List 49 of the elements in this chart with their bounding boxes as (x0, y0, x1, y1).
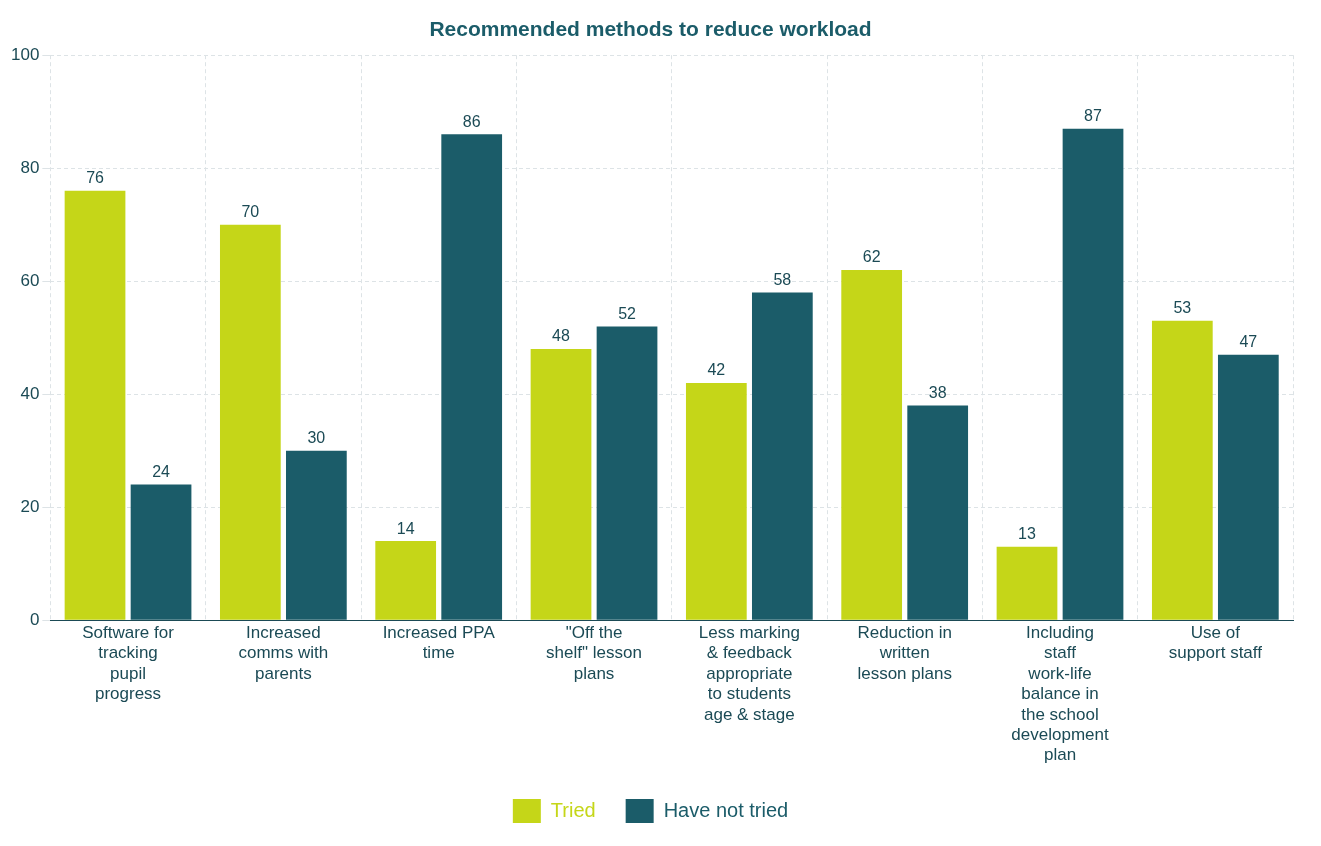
data-label: 47 (1239, 333, 1258, 351)
data-label: 86 (462, 112, 481, 130)
x-tick-label: Less marking & feedback appropriate to students age & stage (698, 623, 800, 724)
bar (375, 541, 437, 620)
data-label: 87 (1084, 107, 1103, 125)
data-label: 30 (307, 429, 326, 447)
bar (751, 292, 813, 620)
data-label: 58 (773, 270, 792, 288)
data-label: 48 (552, 327, 571, 345)
data-label: 70 (241, 203, 260, 221)
bar (1062, 128, 1124, 620)
bar (1151, 320, 1213, 620)
bar (996, 546, 1058, 620)
bar (685, 382, 747, 620)
data-label: 62 (862, 248, 881, 266)
data-label: 52 (618, 304, 637, 322)
data-label: 14 (396, 519, 415, 537)
data-label: 53 (1173, 299, 1192, 317)
data-label: 42 (707, 361, 726, 379)
bar (596, 326, 658, 620)
x-tick-label: Increased PPA time (382, 623, 496, 663)
x-tick-label: Reduction in written lesson plans (857, 623, 952, 683)
legend-label: Tried (550, 798, 596, 821)
y-tick-label: 60 (20, 270, 40, 290)
x-tick-label: Increased comms with parents (238, 623, 329, 683)
x-tick-label: Including staff work-life balance in the school development plan (1011, 623, 1109, 765)
x-tick-label: Use of support staff (1168, 623, 1263, 663)
bar (219, 224, 281, 620)
y-tick-label: 0 (29, 609, 40, 629)
y-tick-label: 100 (10, 44, 40, 64)
data-label: 38 (928, 383, 947, 401)
x-tick-label: Software for tracking pupil progress (82, 623, 175, 704)
bar (841, 269, 903, 620)
y-tick-label: 20 (20, 496, 40, 516)
bar (64, 190, 126, 620)
data-label: 76 (86, 169, 105, 187)
x-tick-label: "Off the shelf" lesson plans (546, 623, 642, 683)
bar (441, 134, 503, 620)
data-label: 24 (152, 463, 171, 481)
y-tick-label: 80 (20, 157, 40, 177)
bar (530, 349, 592, 620)
chart-title: Recommended methods to reduce workload (429, 17, 872, 41)
y-tick-label: 40 (20, 383, 40, 403)
data-label: 13 (1018, 525, 1036, 543)
bar (130, 484, 192, 620)
bar (286, 450, 347, 620)
legend-label: Have not tried (663, 798, 789, 821)
bar (907, 405, 969, 620)
bar (1217, 354, 1279, 620)
